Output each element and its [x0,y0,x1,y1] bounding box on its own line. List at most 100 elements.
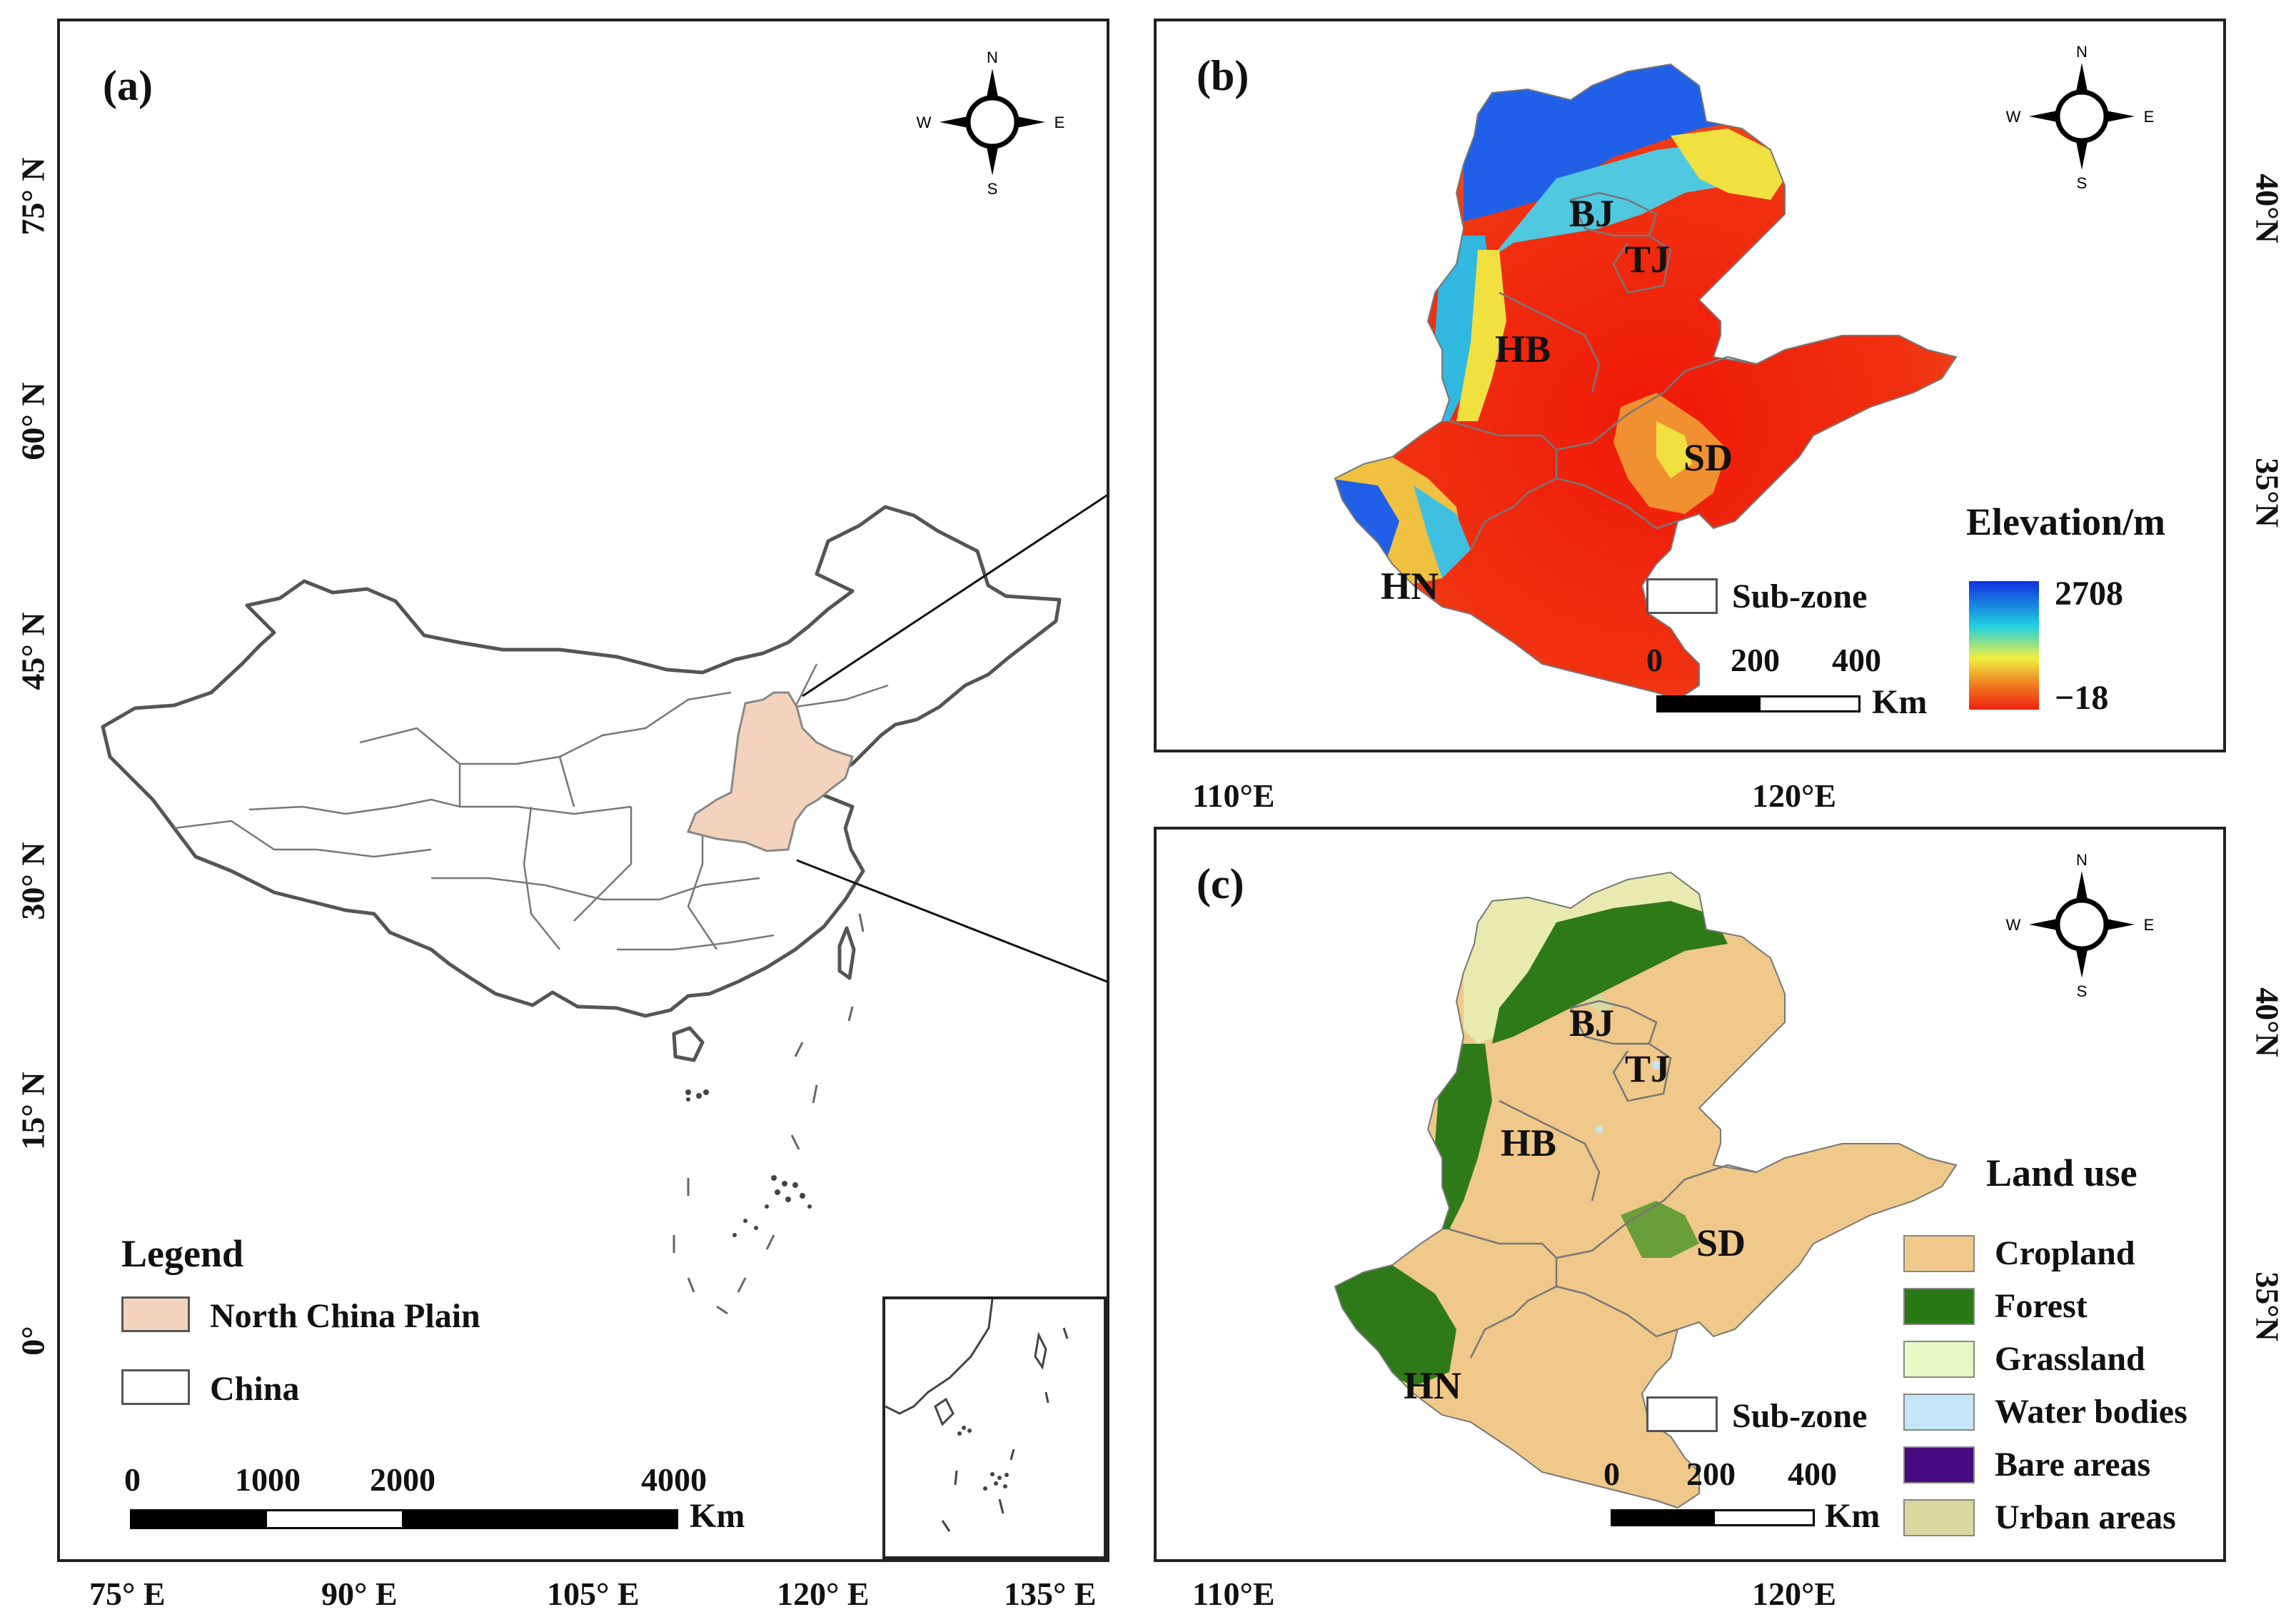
region-label-hb: HB [1501,1122,1557,1164]
elevation-map [1334,64,1957,700]
colorbar-max: 2708 [2055,575,2123,613]
legend-label-forest: Forest [1995,1287,2088,1325]
lon-tick-120e: 120°E [1752,777,1837,814]
panel-a-label: (a) [103,62,153,109]
legend-swatch-bare-areas [1903,1446,1975,1484]
compass-rose-icon: N S W E [2006,43,2155,192]
compass-w: W [2006,108,2021,126]
lat-tick-35n: 35°N [2249,1271,2286,1341]
compass-n: N [987,49,998,66]
lat-tick-15n: 15° N [14,1072,51,1150]
legend-swatch-urban-areas [1903,1499,1975,1536]
compass-e: E [2144,108,2155,126]
lat-tick-40n: 40°N [2249,987,2286,1057]
lon-tick-120e: 120° E [777,1576,870,1612]
compass-n: N [2076,851,2088,869]
colorbar-title: Elevation/m [1966,500,2165,543]
legend-swatch-grassland [1903,1341,1975,1378]
region-label-hn: HN [1404,1364,1461,1407]
region-label-bj: BJ [1569,192,1615,235]
subzone-label: Sub-zone [1732,578,1868,615]
legend-label-cropland: Cropland [1995,1234,2135,1272]
region-label-sd: SD [1683,436,1733,479]
legend-label-bare-areas: Bare areas [1995,1446,2151,1484]
taiwan-island [837,926,856,980]
scale-tick-2000: 2000 [370,1461,435,1498]
scale-bar [1611,1509,1815,1526]
lon-tick-110e: 110°E [1192,1576,1275,1612]
lon-tick-105e: 105° E [547,1576,640,1612]
scale-tick-0: 0 [124,1461,141,1498]
lat-tick-45n: 45° N [14,612,51,690]
colorbar-min: −18 [2055,679,2109,717]
lat-tick-40n: 40°N [2249,173,2286,243]
scale-tick-4000: 4000 [641,1461,707,1498]
lon-tick-75e: 75° E [89,1576,166,1612]
legend-swatch-cropland [1903,1235,1975,1272]
compass-w: W [2006,916,2021,934]
compass-e: E [1054,114,1065,131]
landuse-legend-title: Land use [1986,1152,2138,1194]
lat-tick-60n: 60° N [14,382,51,460]
scale-bar [130,1509,678,1529]
elevation-colorbar [1969,581,2039,710]
lat-tick-75n: 75° N [14,157,51,236]
compass-e: E [2144,916,2155,934]
scale-unit: Km [1872,683,1928,721]
lat-tick-35n: 35°N [2249,458,2286,528]
lon-tick-110e: 110°E [1192,777,1275,814]
china-outline [101,505,1062,1018]
region-label-hn: HN [1381,565,1439,608]
region-label-hb: HB [1495,328,1551,371]
scale-tick-400: 400 [1788,1456,1837,1492]
legend-title: Legend [121,1232,244,1275]
compass-rose-icon: N S W E [2006,851,2155,1000]
compass-n: N [2076,43,2088,61]
legend-label-china: China [210,1370,300,1408]
nine-dash-line [673,913,865,1315]
compass-s: S [2077,174,2088,192]
compass-rose-icon: N S W E [917,49,1065,198]
lat-tick-30n: 30° N [14,842,51,920]
scale-tick-400: 400 [1832,642,1881,678]
panel-b-elevation-map: (b) N S W E [1154,19,2226,752]
north-china-plain-region [686,691,854,852]
compass-s: S [987,180,998,198]
panel-c-label: (c) [1197,860,1244,907]
region-label-tj: TJ [1625,1047,1671,1090]
lon-tick-135e: 135° E [1004,1576,1097,1612]
legend-swatch-forest [1903,1288,1975,1325]
hainan-island [672,1026,705,1062]
region-label-tj: TJ [1625,238,1671,281]
inset-south-china-sea [882,1296,1107,1559]
legend-label-north-china-plain: North China Plain [210,1297,480,1335]
scale-tick-200: 200 [1731,642,1780,678]
scale-unit: Km [690,1497,745,1535]
scale-tick-200: 200 [1686,1456,1736,1492]
panel-b-label: (b) [1197,52,1249,99]
legend-label-grassland: Grassland [1995,1340,2145,1378]
legend-swatch-north-china-plain [121,1296,190,1332]
lat-tick-0: 0° [14,1326,51,1356]
compass-w: W [917,114,932,131]
compass-s: S [2077,982,2088,1000]
legend-label-urban-areas: Urban areas [1995,1498,2176,1536]
landuse-map [1334,872,1957,1508]
legend-label-water-bodies: Water bodies [1995,1393,2187,1431]
subzone-swatch [1646,1396,1718,1432]
legend-swatch-water-bodies [1903,1394,1975,1431]
legend-swatch-china [121,1369,190,1405]
panel-c-landuse-map: (c) N S W E [1154,827,2226,1562]
lon-tick-120e: 120°E [1752,1576,1837,1612]
region-label-bj: BJ [1569,1002,1615,1044]
subzone-swatch [1646,578,1718,614]
scale-tick-0: 0 [1603,1456,1620,1492]
lon-tick-90e: 90° E [321,1576,398,1612]
subzone-label: Sub-zone [1732,1397,1868,1435]
china-map [101,494,1107,1315]
scale-unit: Km [1825,1497,1880,1535]
scale-tick-1000: 1000 [235,1461,301,1498]
panel-a-map: (a) N S W E [57,19,1109,1562]
scale-bar [1656,695,1861,712]
region-label-sd: SD [1696,1221,1746,1264]
